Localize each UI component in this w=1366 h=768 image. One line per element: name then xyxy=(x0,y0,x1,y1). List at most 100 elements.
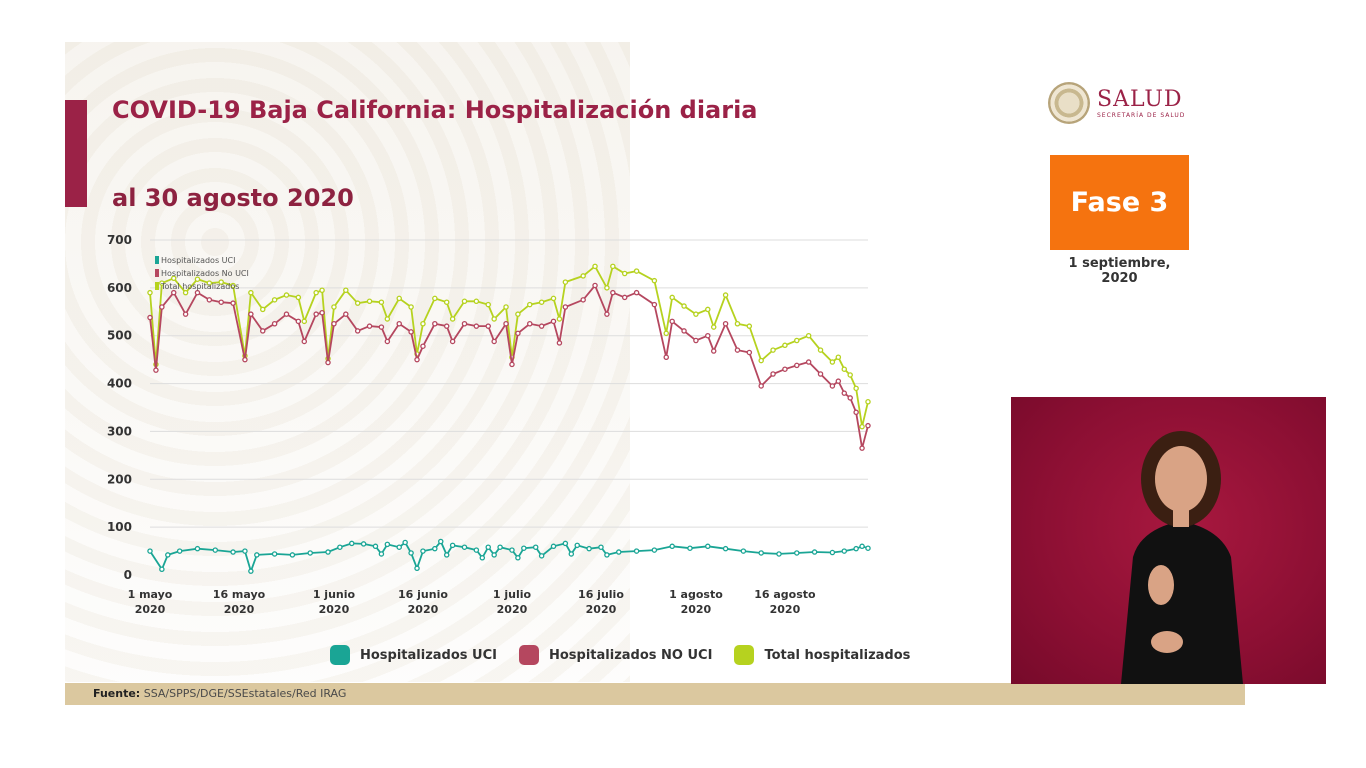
data-point-s1-17 xyxy=(319,309,325,316)
phase-date-line2: 2020 xyxy=(1101,271,1138,286)
data-point-s1-70 xyxy=(853,409,859,416)
x-tick-year-0: 2020 xyxy=(135,603,166,616)
data-point-s1-30 xyxy=(443,323,450,329)
data-point-s2-70 xyxy=(853,385,859,392)
data-point-s1-60 xyxy=(758,383,764,389)
data-point-s1-45 xyxy=(592,282,598,289)
data-point-s0-11 xyxy=(289,552,296,558)
data-point-s2-71 xyxy=(859,423,865,430)
data-point-s2-16 xyxy=(313,289,319,296)
x-tick-label-1: 16 mayo xyxy=(213,588,266,601)
data-point-s1-25 xyxy=(396,321,402,327)
x-tick-label-3: 16 junio xyxy=(398,588,448,601)
data-point-s1-21 xyxy=(354,328,361,334)
y-tick-label-600: 600 xyxy=(107,281,132,295)
data-point-s0-29 xyxy=(461,544,468,550)
y-tick-label-500: 500 xyxy=(107,329,132,343)
phase-date: 1 septiembre, 2020 xyxy=(1050,256,1189,286)
data-point-s0-17 xyxy=(372,543,379,550)
data-point-s1-40 xyxy=(538,323,545,329)
data-point-s1-42 xyxy=(556,340,563,346)
x-tick-label-2: 1 junio xyxy=(313,588,356,601)
y-tick-label-300: 300 xyxy=(107,424,132,438)
legend-item-total: Total hospitalizados xyxy=(734,645,910,665)
data-point-s1-53 xyxy=(681,328,687,334)
data-point-s2-62 xyxy=(782,342,788,349)
data-point-s0-19 xyxy=(384,541,391,548)
x-tick-year-2: 2020 xyxy=(319,603,350,616)
data-point-s2-21 xyxy=(354,300,361,306)
data-point-s0-1 xyxy=(159,566,165,573)
data-point-s0-48 xyxy=(633,548,640,554)
data-point-s2-13 xyxy=(283,292,290,298)
legend-label-no-uci: Hospitalizados NO UCI xyxy=(548,647,713,663)
data-point-s1-20 xyxy=(343,311,349,317)
data-point-s0-36 xyxy=(515,555,521,561)
data-point-s1-32 xyxy=(461,321,468,327)
data-point-s1-54 xyxy=(693,337,699,344)
legend-swatch-uci xyxy=(330,645,350,665)
data-point-s0-60 xyxy=(841,548,848,554)
data-point-s1-57 xyxy=(722,321,729,327)
data-point-s2-24 xyxy=(384,316,391,322)
data-point-s1-46 xyxy=(604,311,610,317)
data-point-s0-49 xyxy=(651,547,658,553)
data-point-s2-55 xyxy=(705,306,711,313)
data-point-s1-29 xyxy=(432,321,438,327)
data-point-s1-36 xyxy=(503,321,509,327)
x-tick-year-3: 2020 xyxy=(408,603,439,616)
data-point-s0-46 xyxy=(604,552,610,558)
data-point-s0-59 xyxy=(829,549,836,556)
data-point-s2-6 xyxy=(206,280,213,286)
data-point-s1-8 xyxy=(230,300,236,306)
data-point-s0-58 xyxy=(811,549,818,555)
data-point-s1-11 xyxy=(259,328,266,334)
x-tick-label-0: 1 mayo xyxy=(128,588,173,601)
interpreter-body xyxy=(1121,521,1243,684)
logo-name: SALUD xyxy=(1097,86,1183,112)
data-point-s0-28 xyxy=(449,542,456,549)
data-point-s2-67 xyxy=(835,354,842,360)
data-point-s2-54 xyxy=(693,311,699,317)
data-point-s0-2 xyxy=(165,552,171,558)
data-point-s0-24 xyxy=(420,548,426,554)
data-point-s2-42 xyxy=(556,316,563,322)
inner-legend-swatch-0 xyxy=(155,256,159,264)
interpreter-face xyxy=(1155,446,1207,512)
data-point-s1-47 xyxy=(610,289,616,296)
data-point-s1-49 xyxy=(633,289,640,296)
data-point-s2-20 xyxy=(343,287,349,294)
legend-label-total: Total hospitalizados xyxy=(764,647,911,663)
y-tick-label-0: 0 xyxy=(124,568,132,582)
data-point-s1-28 xyxy=(420,343,426,349)
data-point-s0-26 xyxy=(438,538,444,545)
data-point-s1-15 xyxy=(301,338,308,345)
source-label: Fuente: xyxy=(93,687,141,700)
data-point-s1-33 xyxy=(473,323,480,329)
data-point-s2-31 xyxy=(449,316,456,322)
y-tick-label-400: 400 xyxy=(107,377,132,391)
data-point-s2-46 xyxy=(604,285,610,291)
data-point-s2-33 xyxy=(473,298,480,305)
x-tick-label-6: 1 agosto xyxy=(669,588,723,601)
data-point-s1-27 xyxy=(414,356,420,363)
inner-legend-label-2: Total hospitalizados xyxy=(160,282,239,291)
data-point-s2-28 xyxy=(420,321,426,327)
data-point-s2-66 xyxy=(829,359,836,365)
data-point-s1-4 xyxy=(182,311,189,317)
interpreter-hand-left xyxy=(1148,565,1174,605)
data-point-s2-65 xyxy=(817,347,824,353)
data-point-s1-19 xyxy=(331,321,337,327)
data-point-s1-64 xyxy=(805,359,812,365)
data-point-s0-15 xyxy=(349,540,355,547)
phase-date-line1: 1 septiembre, xyxy=(1068,256,1171,271)
data-point-s0-10 xyxy=(271,551,278,557)
inner-legend-label-1: Hospitalizados No UCI xyxy=(161,269,249,278)
data-point-s0-55 xyxy=(758,550,764,556)
x-tick-label-7: 16 agosto xyxy=(754,588,816,601)
data-point-s1-0 xyxy=(147,314,153,321)
data-point-s2-11 xyxy=(259,306,266,313)
data-point-s1-34 xyxy=(485,323,491,329)
data-point-s0-31 xyxy=(479,555,486,561)
data-point-s2-12 xyxy=(271,297,278,303)
